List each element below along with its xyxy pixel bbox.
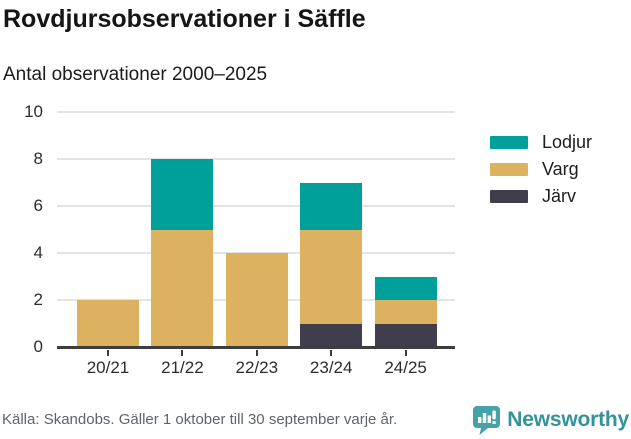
bar-segment-järv-24-25 xyxy=(374,323,437,347)
x-axis-tick-label: 24/25 xyxy=(384,358,427,377)
bar-segment-järv-23-24 xyxy=(300,323,363,347)
x-axis-tick xyxy=(404,350,407,356)
legend-swatch-järv xyxy=(490,190,528,203)
chart-legend: Lodjur Varg Järv xyxy=(490,129,592,210)
legend-label: Lodjur xyxy=(542,132,593,152)
x-axis-tick xyxy=(330,350,333,356)
bar-segment-lodjur-21-22 xyxy=(151,159,214,230)
y-axis-tick-label: 0 xyxy=(33,337,43,356)
x-axis-tick-label: 22/23 xyxy=(235,358,279,377)
bar-segment-lodjur-23-24 xyxy=(300,182,363,230)
bar-segment-varg-20-21 xyxy=(77,300,139,347)
footer: Källa: Skandobs. Gäller 1 oktober till 3… xyxy=(0,400,629,439)
bar-segment-varg-21-22 xyxy=(151,229,214,347)
gridline-y6 xyxy=(57,205,455,207)
x-axis-line xyxy=(57,346,455,349)
x-axis-tick xyxy=(107,350,109,356)
y-axis-tick-label: 2 xyxy=(33,290,43,309)
x-axis-tick xyxy=(181,350,184,356)
chart-title: Rovdjursobservationer i Säffle xyxy=(3,5,366,33)
x-axis-tick-label: 21/22 xyxy=(161,358,204,377)
newsworthy-logo-icon xyxy=(473,405,501,435)
y-axis-tick-label: 8 xyxy=(33,149,43,168)
chart-subtitle: Antal observationer 2000–2025 xyxy=(3,64,268,85)
bar-segment-varg-23-24 xyxy=(300,229,363,324)
legend-label: Varg xyxy=(542,159,579,179)
bar-segment-varg-24-25 xyxy=(374,300,437,324)
y-axis-tick-label: 4 xyxy=(33,243,43,262)
gridline-y10 xyxy=(57,111,455,113)
y-axis-tick-label: 10 xyxy=(24,102,43,121)
brand-name: Newsworthy xyxy=(507,407,629,431)
bar-segment-lodjur-24-25 xyxy=(374,276,437,300)
x-axis-tick-label: 20/21 xyxy=(86,358,130,377)
legend-swatch-lodjur xyxy=(490,136,528,149)
legend-item-järv: Järv xyxy=(490,183,592,210)
x-axis-tick xyxy=(255,350,258,356)
legend-item-varg: Varg xyxy=(490,156,592,183)
source-note: Källa: Skandobs. Gäller 1 oktober till 3… xyxy=(2,411,398,428)
legend-item-lodjur: Lodjur xyxy=(490,129,592,156)
gridline-y8 xyxy=(57,158,455,160)
x-axis-tick-label: 23/24 xyxy=(309,358,353,377)
bar-segment-varg-22-23 xyxy=(225,253,288,347)
y-axis-tick-label: 6 xyxy=(33,196,43,215)
legend-label: Järv xyxy=(542,186,577,206)
brand: Newsworthy xyxy=(471,405,629,435)
legend-swatch-varg xyxy=(490,163,528,176)
